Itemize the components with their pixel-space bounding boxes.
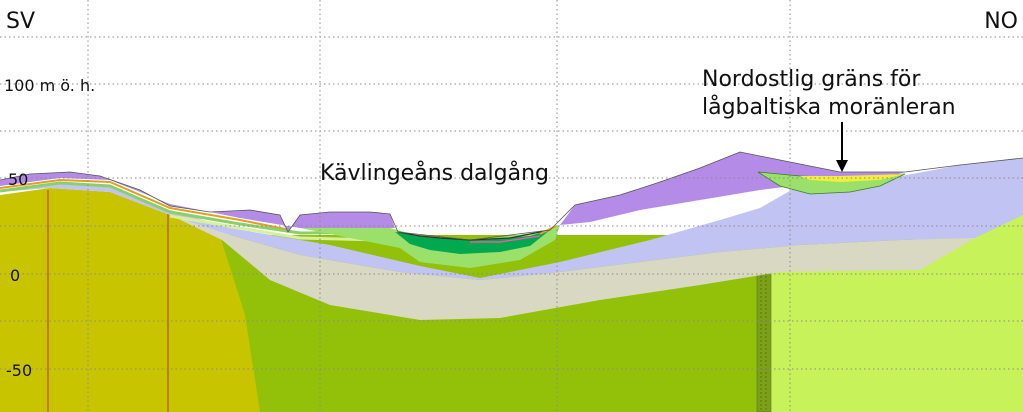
boundary-label-line1: Nordostlig gräns för xyxy=(702,67,921,92)
fault-zone xyxy=(756,271,772,412)
surface-band-orange xyxy=(0,178,291,231)
tan-sediment-layer xyxy=(170,215,975,320)
boundary-label-line2: lågbaltiska moränleran xyxy=(702,94,956,120)
purple-top-right xyxy=(560,152,905,225)
label-sv: SV xyxy=(6,9,35,34)
valley-surface-dark xyxy=(397,229,551,241)
valley-pink-band xyxy=(470,235,541,243)
surface-band-green xyxy=(0,181,391,235)
lavender-till-layer xyxy=(0,158,1023,280)
yellow-clay-lens xyxy=(800,174,905,182)
elevation-label-50: 50 xyxy=(8,170,28,189)
elevation-label-minus50: -50 xyxy=(6,361,32,380)
label-no: NO xyxy=(984,9,1018,34)
valley-label: Kävlingeåns dalgång xyxy=(320,160,549,186)
elevation-label-100: 100 m ö. h. xyxy=(4,76,95,95)
left-bedrock-layer xyxy=(0,188,260,412)
boundary-arrow xyxy=(836,122,848,172)
ground-surface-line xyxy=(0,151,1023,241)
elevation-label-0: 0 xyxy=(10,266,20,285)
